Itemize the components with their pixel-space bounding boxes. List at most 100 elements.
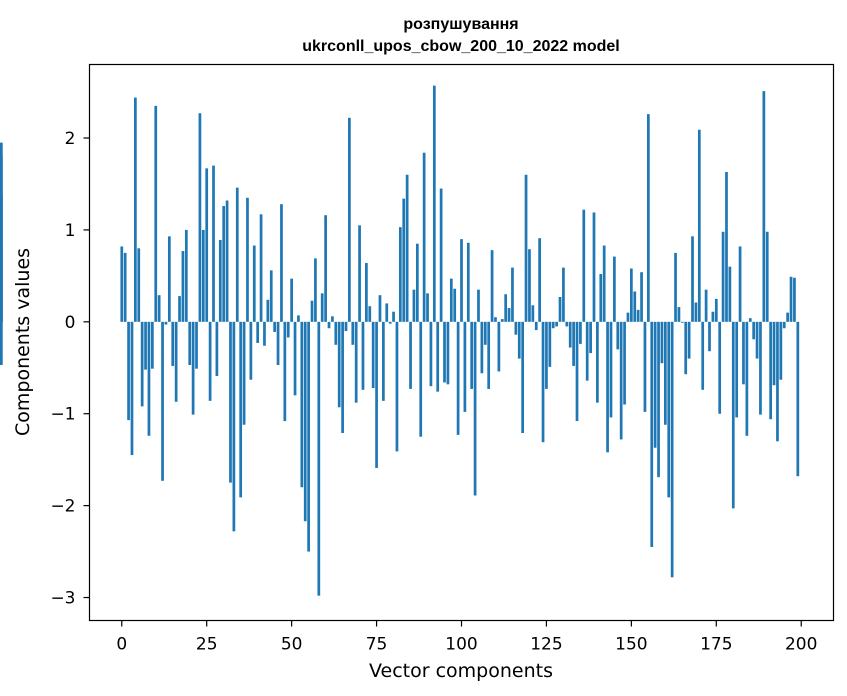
bar-103 [470, 321, 474, 389]
bar-162 [670, 321, 674, 578]
bar-171 [701, 321, 705, 390]
bar-38 [249, 321, 253, 380]
chart-subtitle: ukrconll_upos_cbow_200_10_2022 model [302, 38, 619, 55]
bar-undefined [0, 321, 3, 366]
bar-32 [229, 321, 232, 483]
bar-66 [344, 321, 348, 332]
bar-54 [303, 321, 307, 522]
bar-9 [150, 321, 154, 369]
bar-115 [511, 267, 514, 322]
bar-87 [415, 243, 419, 322]
x-axis-ticks: 0 25 50 75 100 125 150 175 200 [116, 620, 817, 655]
bar-141 [599, 274, 603, 322]
bar-95 [443, 321, 446, 383]
x-tick-label: 0 [116, 635, 127, 655]
bar-25 [205, 168, 209, 322]
plot-frame [88, 63, 835, 622]
bar-0 [120, 246, 124, 322]
y-tick-label: 0 [65, 313, 76, 333]
bar-58 [317, 321, 321, 596]
bar-113 [504, 294, 508, 322]
bar-76 [378, 295, 382, 322]
bar-172 [704, 289, 708, 322]
bar-102 [466, 242, 470, 322]
bar-154 [643, 321, 647, 412]
bar-80 [392, 311, 395, 322]
bar-147 [619, 321, 623, 440]
bar-132 [568, 321, 572, 348]
bar-6 [140, 321, 144, 407]
bar-134 [575, 321, 579, 422]
bar-19 [184, 229, 188, 322]
bar-78 [385, 303, 389, 322]
bar-188 [759, 321, 762, 415]
bar-127 [551, 321, 555, 329]
y-tick-label: −3 [50, 589, 75, 609]
bar-26 [208, 321, 212, 401]
bar-129 [558, 297, 562, 322]
bar-70 [358, 225, 361, 322]
bar-96 [446, 321, 450, 385]
bar-56 [310, 300, 314, 322]
bar-47 [280, 204, 283, 322]
bar-152 [636, 309, 640, 322]
bar-18 [181, 251, 185, 322]
bar-135 [579, 321, 582, 344]
bar-128 [555, 321, 558, 327]
bar-173 [708, 321, 711, 352]
bar-49 [286, 321, 290, 338]
bar-73 [368, 306, 372, 322]
bar-144 [609, 321, 613, 418]
chart-title: розпушування [403, 16, 518, 33]
bar-11 [157, 295, 161, 322]
bar-120 [528, 249, 531, 322]
bar-138 [589, 321, 592, 354]
bar-101 [463, 321, 467, 412]
bar-40 [256, 321, 260, 343]
bar-118 [521, 321, 525, 434]
bar-193 [776, 321, 779, 442]
bar-157 [653, 321, 657, 448]
bar-116 [514, 321, 518, 335]
bar-122 [534, 321, 538, 331]
bar-133 [572, 321, 575, 366]
bar-7 [144, 321, 147, 370]
bar-13 [164, 321, 168, 325]
bar-12 [161, 321, 164, 481]
bar-180 [731, 321, 735, 509]
bar-30 [222, 206, 226, 322]
bar-27 [212, 165, 215, 322]
bar-151 [633, 291, 637, 322]
x-tick-label: 125 [530, 635, 562, 655]
bar-160 [663, 321, 667, 425]
bar-16 [174, 321, 178, 402]
bar-83 [402, 198, 406, 322]
y-tick-label: −2 [50, 497, 75, 517]
bar-108 [487, 321, 491, 389]
bar-31 [225, 200, 229, 322]
bar-170 [697, 129, 701, 322]
x-axis-label: Vector components [369, 660, 553, 682]
bar-81 [395, 321, 399, 452]
bar-2 [127, 321, 130, 421]
bar-109 [490, 250, 494, 322]
bar-126 [548, 321, 552, 367]
bar-185 [748, 318, 752, 322]
bar-10 [154, 105, 158, 322]
bar-190 [765, 231, 769, 322]
bar-23 [198, 113, 202, 322]
bar-34 [235, 187, 239, 322]
bar-139 [592, 212, 596, 322]
bar-14 [167, 236, 171, 322]
bar-50 [290, 278, 293, 322]
bar-17 [178, 296, 181, 322]
bar-148 [623, 321, 626, 405]
bar-48 [283, 321, 287, 422]
bar-124 [541, 321, 545, 443]
bar-69 [354, 321, 358, 403]
bar-97 [449, 278, 453, 322]
bar-72 [365, 263, 368, 322]
bar-195 [782, 321, 786, 329]
bar-46 [276, 321, 280, 366]
bar-104 [473, 321, 477, 496]
